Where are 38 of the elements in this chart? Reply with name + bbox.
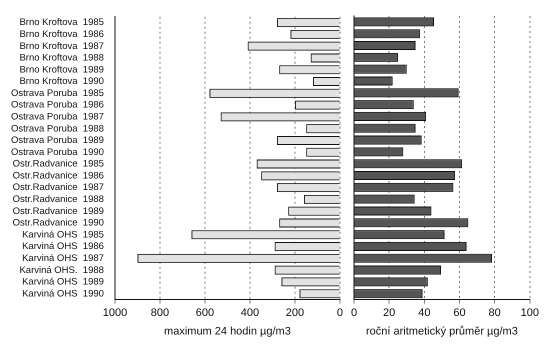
y-tick-label: Karviná OHS 1989	[22, 276, 104, 288]
y-tick-label: Karviná OHS. 1988	[19, 264, 104, 276]
x-tick-label: 80	[488, 307, 501, 320]
y-tick-label: Ostr.Radvanice 1985	[12, 158, 104, 170]
x-tick-label: 20	[383, 307, 396, 320]
y-tick-label: Ostrava Poruba 1988	[10, 123, 104, 134]
y-tick-label: Karviná OHS 1987	[22, 252, 104, 264]
y-tick-label: Ostrava Poruba 1990	[10, 146, 104, 158]
y-tick-label: Karviná OHS 1990	[22, 288, 104, 300]
y-tick-label: Ostrava Poruba 1989	[10, 135, 104, 146]
y-tick-label: Brno Kroftova 1988	[19, 52, 104, 64]
y-tick-label: Ostr.Radvanice 1987	[12, 182, 104, 194]
y-tick-label: Karviná OHS 1985	[22, 229, 104, 240]
y-tick-label: Brno Kroftova 1986	[19, 29, 104, 40]
x-tick-label: 200	[286, 307, 304, 320]
x-tick-label: 800	[150, 307, 170, 320]
x-axis-title: roční aritmetický průměr µg/m3	[366, 325, 518, 338]
x-tick-label: 400	[240, 307, 260, 320]
x-tick-label: 60	[453, 307, 466, 320]
x-tick-label: 600	[196, 307, 214, 320]
y-tick-label: Brno Kroftova 1985	[19, 17, 104, 28]
y-tick-label: Ostr.Radvanice 1989	[12, 206, 104, 217]
y-tick-label: Karviná OHS 1986	[22, 241, 104, 252]
x-axis-title: maximum 24 hodin µg/m3	[164, 325, 291, 338]
y-tick-label: Brno Kroftova 1987	[19, 40, 104, 52]
y-tick-label: Ostrava Poruba 1986	[10, 100, 104, 111]
y-tick-label: Ostrava Poruba 1987	[10, 112, 104, 123]
y-tick-label: Ostr.Radvanice 1990	[12, 218, 104, 229]
x-tick-label: 100	[520, 307, 540, 320]
x-tick-label: 0	[336, 307, 344, 320]
y-tick-label: Ostr.Radvanice 1986	[12, 170, 104, 182]
y-tick-label: Ostrava Poruba 1985	[10, 88, 104, 99]
y-tick-label: Ostr.Radvanice 1988	[12, 194, 104, 206]
x-tick-label: 40	[418, 307, 430, 320]
x-tick-label: 0	[350, 307, 358, 320]
x-tick-label: 1000	[102, 307, 128, 320]
y-tick-label: Brno Kroftova 1989	[19, 64, 104, 76]
y-tick-label: Brno Kroftova 1990	[19, 76, 104, 88]
